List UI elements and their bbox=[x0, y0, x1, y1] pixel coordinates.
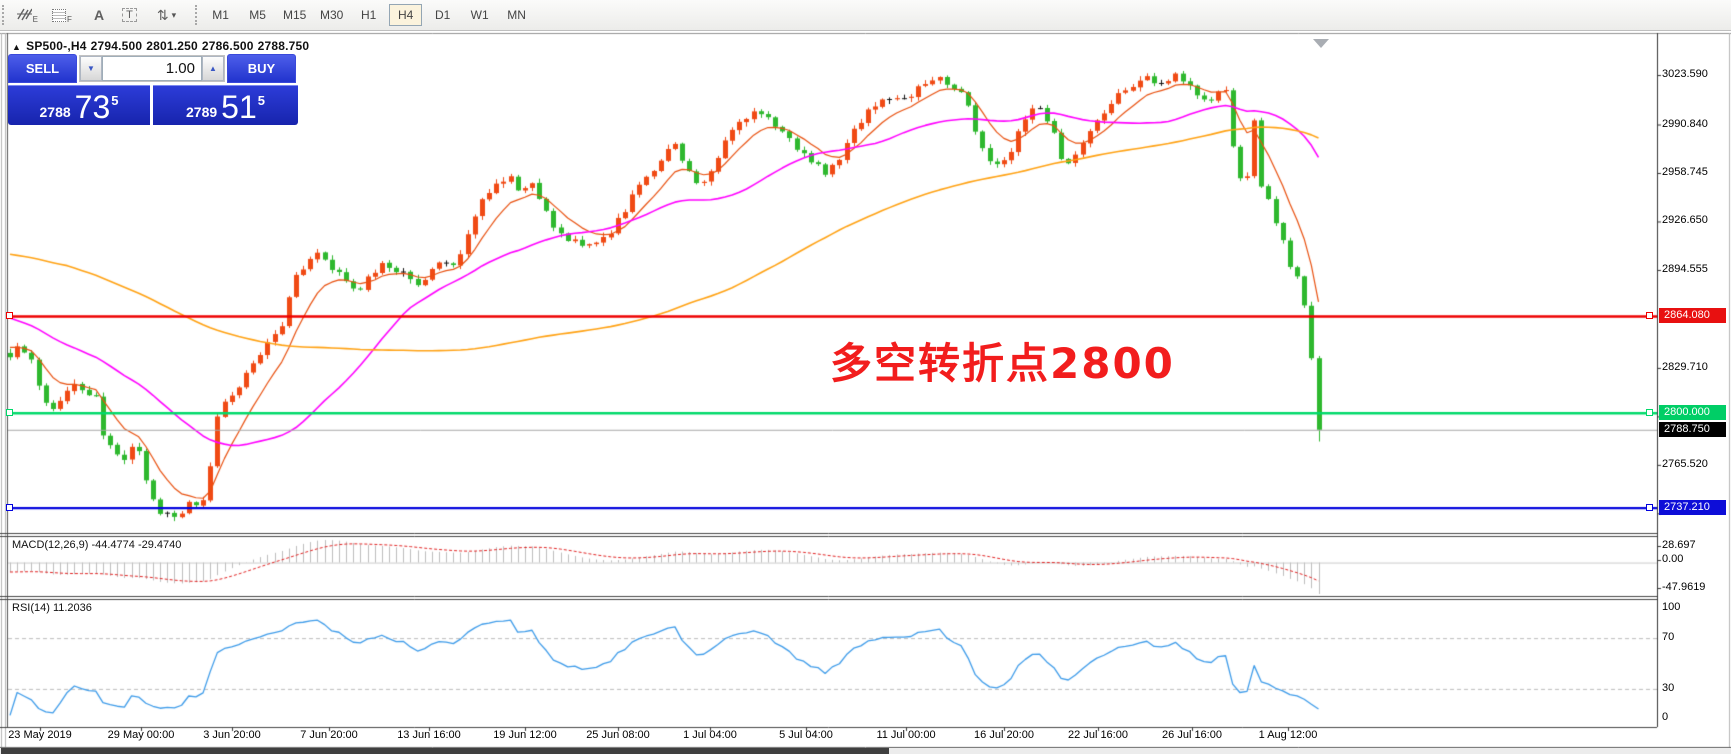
toolbar: E F A T ⇅ ▾ M1 M5 M15 M30 H1 H4 D1 W1 MN bbox=[0, 0, 1731, 31]
price-badge: 2800.000 bbox=[1659, 404, 1726, 420]
hline-handle[interactable] bbox=[1646, 503, 1653, 511]
ohlc-open: 2794.500 bbox=[90, 39, 143, 53]
indicators-icon[interactable]: E bbox=[11, 3, 43, 27]
timeframe-button-m30[interactable]: M30 bbox=[319, 8, 344, 22]
horizontal-scrollbar[interactable] bbox=[0, 748, 1731, 754]
grid-glyph bbox=[52, 8, 67, 22]
text-box-icon[interactable]: T bbox=[117, 3, 142, 27]
timeframe-button-m1[interactable]: M1 bbox=[212, 8, 229, 22]
ohlc-close: 2788.750 bbox=[257, 39, 310, 53]
date-tick-label: 16 Jul 20:00 bbox=[974, 729, 1034, 741]
price-tick-label: 2926.650 bbox=[1662, 214, 1708, 227]
bid-price-big: 73 bbox=[74, 89, 111, 125]
scroll-anchor-icon[interactable] bbox=[1313, 39, 1329, 48]
volume-increase-button[interactable]: ▲ bbox=[202, 56, 224, 81]
chart-header: ▲ SP500-,H4 2794.500 2801.250 2786.500 2788.7… bbox=[12, 39, 313, 53]
ohlc-high: 2801.250 bbox=[146, 39, 198, 53]
date-tick-label: 3 Jun 20:00 bbox=[203, 729, 261, 741]
date-tick-label: 29 May 00:00 bbox=[107, 729, 175, 741]
timeframe-button-w1[interactable]: W1 bbox=[470, 8, 489, 22]
arrows-icon[interactable]: ⇅ ▾ bbox=[156, 6, 177, 23]
hline-handle[interactable] bbox=[1646, 408, 1653, 416]
chevron-down-icon: ▾ bbox=[171, 9, 177, 20]
macd-tick-label: 28.697 bbox=[1662, 539, 1696, 551]
date-tick-label: 1 Jul 04:00 bbox=[683, 729, 737, 741]
date-tick-label: 22 Jul 16:00 bbox=[1068, 729, 1128, 741]
chart-window: ▲ SP500-,H4 2794.500 2801.250 2786.500 2788.7… bbox=[0, 32, 1731, 754]
price-badge: 2737.210 bbox=[1659, 499, 1726, 515]
price-tick-label: 2765.520 bbox=[1662, 457, 1708, 470]
ask-price-main: 2789 bbox=[186, 104, 218, 120]
hline-handle[interactable] bbox=[6, 503, 13, 511]
price-tick-label: 2958.745 bbox=[1662, 165, 1708, 178]
timeframe-button-m15[interactable]: M15 bbox=[282, 8, 307, 22]
date-tick-label: 26 Jul 16:00 bbox=[1162, 729, 1222, 741]
toolbar-grip-2[interactable] bbox=[195, 5, 200, 25]
hline-handle[interactable] bbox=[6, 312, 13, 319]
timeframe-button-m5[interactable]: M5 bbox=[249, 8, 266, 22]
volume-input[interactable] bbox=[102, 56, 202, 81]
chart-annotation-text[interactable]: 多空转折点2800 bbox=[830, 339, 1175, 388]
hline-handle[interactable] bbox=[6, 408, 13, 416]
macd-tick-label: 0.00 bbox=[1662, 553, 1684, 565]
text-label-icon[interactable]: A bbox=[94, 7, 105, 23]
volume-decrease-button[interactable]: ▼ bbox=[80, 56, 102, 81]
grid-icon[interactable]: F bbox=[47, 3, 77, 27]
hline-handle[interactable] bbox=[1646, 312, 1653, 319]
timeframe-button-mn[interactable]: MN bbox=[507, 8, 526, 22]
date-tick-label: 11 Jul 00:00 bbox=[876, 729, 936, 741]
rsi-tick-label: 30 bbox=[1662, 682, 1675, 694]
timeframe-button-h4[interactable]: H4 bbox=[389, 4, 423, 26]
collapse-icon[interactable]: ▲ bbox=[12, 42, 22, 52]
date-tick-label: 5 Jul 04:00 bbox=[779, 729, 833, 741]
date-tick-label: 7 Jun 20:00 bbox=[300, 729, 358, 741]
chart-canvas[interactable] bbox=[0, 32, 1731, 754]
timeframe-button-d1[interactable]: D1 bbox=[434, 8, 451, 22]
date-tick-label: 19 Jun 12:00 bbox=[493, 729, 557, 741]
rsi-tick-label: 100 bbox=[1662, 601, 1681, 613]
buy-button[interactable]: BUY bbox=[227, 54, 296, 83]
macd-indicator-label: MACD(12,26,9) -44.4774 -29.4740 bbox=[12, 539, 182, 551]
price-badge: 2788.750 bbox=[1659, 421, 1726, 437]
bid-price-main: 2788 bbox=[39, 104, 71, 120]
price-badge: 2864.080 bbox=[1659, 308, 1726, 323]
ask-price-big: 51 bbox=[221, 89, 257, 125]
timeframe-button-h1[interactable]: H1 bbox=[360, 8, 377, 22]
ask-price-sup: 5 bbox=[257, 93, 265, 108]
symbol-title: SP500-,H4 bbox=[26, 39, 87, 53]
date-tick-label: 1 Aug 12:00 bbox=[1258, 729, 1318, 741]
macd-tick-label: -47.9619 bbox=[1662, 581, 1706, 593]
bid-price-display: 2788 73 5 bbox=[8, 85, 150, 125]
price-tick-label: 2990.840 bbox=[1662, 117, 1708, 130]
price-tick-label: 3023.590 bbox=[1662, 68, 1708, 81]
date-tick-label: 13 Jun 16:00 bbox=[397, 729, 461, 741]
ask-price-display: 2789 51 5 bbox=[153, 85, 298, 125]
trade-panel: SELL ▼ ▲ BUY 2788 73 5 2789 51 5 bbox=[8, 54, 298, 125]
date-tick-label: 23 May 2019 bbox=[8, 729, 72, 741]
rsi-indicator-label: RSI(14) 11.2036 bbox=[12, 602, 92, 614]
scrollbar-thumb[interactable] bbox=[1, 748, 889, 754]
date-tick-label: 25 Jun 08:00 bbox=[586, 729, 650, 741]
rsi-tick-label: 70 bbox=[1662, 631, 1675, 643]
price-tick-label: 2894.555 bbox=[1662, 262, 1708, 275]
bid-price-sup: 5 bbox=[111, 93, 119, 108]
rsi-tick-label: 0 bbox=[1662, 711, 1669, 723]
price-tick-label: 2829.710 bbox=[1662, 360, 1708, 373]
hatch-lines-icon bbox=[17, 8, 32, 21]
ohlc-low: 2786.500 bbox=[201, 39, 254, 53]
toolbar-grip[interactable] bbox=[2, 5, 7, 25]
volume-stepper: ▼ ▲ bbox=[79, 55, 225, 82]
sell-button[interactable]: SELL bbox=[8, 54, 77, 83]
timeframe-buttons: M1 M5 M15 M30 H1 H4 D1 W1 MN bbox=[202, 4, 535, 26]
